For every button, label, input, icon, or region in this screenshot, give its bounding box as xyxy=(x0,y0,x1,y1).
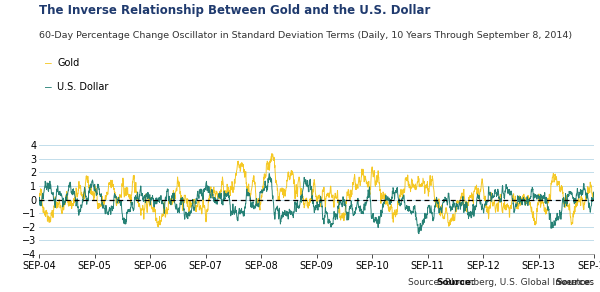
Text: Gold: Gold xyxy=(57,58,79,68)
Text: U.S. Dollar: U.S. Dollar xyxy=(57,82,109,92)
Text: Source:: Source: xyxy=(555,278,594,287)
Text: —: — xyxy=(45,58,52,68)
Text: The Inverse Relationship Between Gold and the U.S. Dollar: The Inverse Relationship Between Gold an… xyxy=(39,4,430,18)
Text: 60-Day Percentage Change Oscillator in Standard Deviation Terms (Daily, 10 Years: 60-Day Percentage Change Oscillator in S… xyxy=(39,31,572,40)
Text: —: — xyxy=(45,82,52,92)
Text: Source: Bloomberg, U.S. Global Investors: Source: Bloomberg, U.S. Global Investors xyxy=(408,278,594,287)
Text: Source:: Source: xyxy=(436,278,475,287)
